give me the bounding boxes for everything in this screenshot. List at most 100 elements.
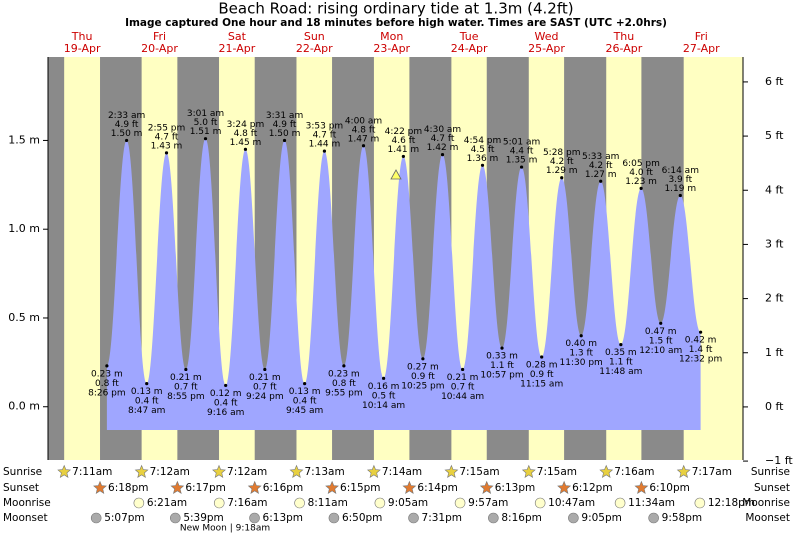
day-name: Thu [613,30,635,43]
y2-tick-label: 3 ft [765,237,784,250]
tide-value-label: 1.29 m [546,166,578,176]
sunrise-icon [676,464,691,478]
day-name: Wed [535,30,559,43]
tide-value-label: 1.50 m [269,129,301,139]
tide-time: 8:26 pm [88,388,126,398]
day-name: Mon [380,30,403,43]
sunset-icon [479,480,494,494]
tide-ft-label: 4.6 ft [392,136,416,146]
tide-time: 10:25 pm [401,381,444,391]
sunrise-icon [289,464,304,478]
sunset-icon [325,480,339,494]
tide-ft-label: 4.8 ft [352,125,376,135]
moonrise-icon [133,497,145,509]
day-date: 21-Apr [219,42,256,55]
moonrise-icon [374,497,386,509]
tide-time: 9:45 am [286,406,323,416]
tide-area [106,138,701,430]
tide-layer [106,138,701,430]
y-tick-label: 0.5 m [8,311,40,324]
moonrise-icon [534,497,546,509]
y-tick-label: 1.5 m [8,133,40,146]
sunrise-icon [599,464,614,478]
tide-ft-label: 4.2 ft [550,157,574,167]
tide-point [699,330,703,334]
tide-time: 2:33 am [108,111,145,121]
tide-value-label: 0.47 m [645,327,677,337]
day-name: Fri [695,30,708,43]
tide-value-label: 0.21 m [249,373,281,383]
moonset-icon [170,512,181,524]
sunrise-icon [57,464,72,478]
sunset-time: 6:12pm [572,482,612,494]
day-name: Sat [228,30,247,43]
tide-point [639,186,643,190]
moonrise-time: 11:34am [628,497,675,509]
tide-time: 8:47 am [128,406,165,416]
tide-value-label: 1.23 m [625,177,657,187]
tide-time: 5:33 am [582,152,619,162]
moonset-time: 9:05pm [581,512,621,524]
tide-time: 12:10 am [639,346,682,356]
tide-ft-label: 1.4 ft [689,345,713,355]
tide-ft-label: 5.0 ft [194,118,218,128]
tide-time: 10:44 am [441,392,484,402]
tide-ft-label: 4.5 ft [471,145,495,155]
sunrise-time: 7:12am [227,466,267,478]
tide-value-label: 0.12 m [210,389,242,399]
sunset-icon [93,480,107,494]
tide-point [184,367,188,372]
tide-value-label: 0.21 m [447,373,479,383]
tide-point [659,321,663,325]
moonset-icon [568,512,579,524]
tide-time: 12:32 pm [679,355,722,365]
sunrise-time: 7:15am [459,466,499,478]
sunrise-icon [212,464,226,478]
tide-value-label: 0.23 m [91,369,123,379]
sunrise-time: 7:13am [304,466,344,478]
moonrise-time: 9:57am [468,497,508,509]
sunset-time: 6:15pm [340,482,380,494]
moonset-time: 5:07pm [104,512,144,524]
tide-time: 4:54 pm [464,136,502,146]
tide-value-label: 1.19 m [664,184,696,194]
tide-time: 8:55 pm [167,392,205,402]
tide-ft-label: 4.0 ft [629,168,653,178]
day-date: 26-Apr [606,42,643,55]
day-name: Thu [71,30,93,43]
y2-tick-label: 2 ft [765,292,784,305]
sunrise-time: 7:11am [72,466,112,478]
tide-point [579,334,583,338]
sunset-time: 6:16pm [263,482,303,494]
sunset-icon [634,480,649,494]
tide-ft-label: 0.9 ft [530,370,554,380]
tide-value-label: 1.35 m [506,156,538,166]
tide-time: 5:01 am [503,138,540,148]
sunset-time: 6:17pm [185,482,225,494]
tide-ft-label: 0.4 ft [135,397,159,407]
moonrise-time: 6:21am [147,497,187,509]
moonset-time: 8:16pm [501,512,541,524]
tide-value-label: 0.21 m [170,373,202,383]
sunset-time: 6:14pm [417,482,457,494]
tide-ft-label: 0.9 ft [411,372,435,382]
day-date: 20-Apr [141,42,178,55]
moonrise-time: 12:18pm [708,497,755,509]
sunset-time: 6:13pm [495,482,535,494]
tide-point [619,343,623,347]
tide-value-label: 1.50 m [111,129,143,139]
tide-time: 4:30 am [424,125,461,135]
tide-value-label: 1.43 m [151,141,183,151]
moonset-icon [648,512,659,524]
tide-time: 6:05 pm [622,159,660,169]
tide-point [203,137,208,141]
tide-value-label: 0.13 m [289,387,321,397]
moon-phase: New Moon | 9:18am [180,524,270,534]
tide-point [678,193,682,198]
moonrise-icon [454,497,466,509]
tide-time: 5:28 pm [543,148,581,158]
tide-value-label: 0.13 m [131,387,163,397]
tide-ft-label: 0.5 ft [372,391,396,401]
tide-point [243,147,248,151]
